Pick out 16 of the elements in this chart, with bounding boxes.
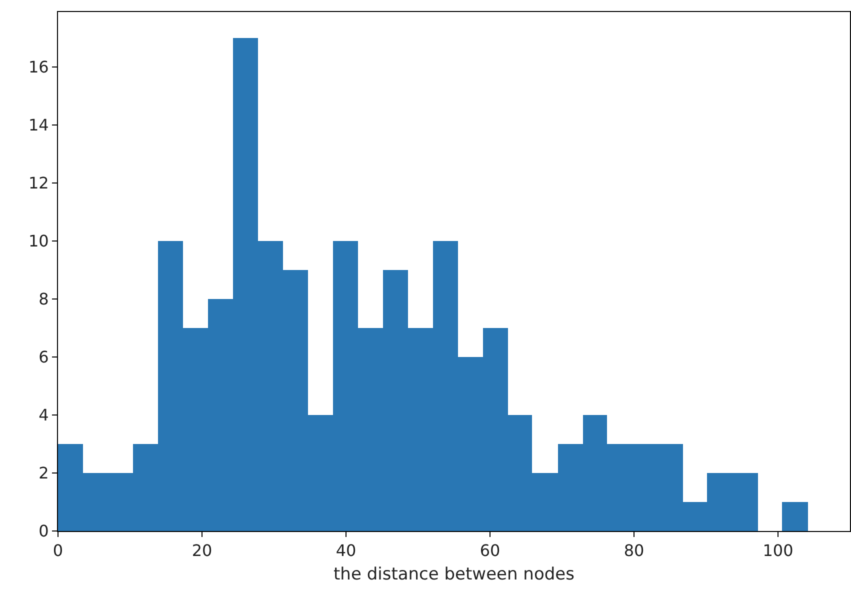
y-tick-label: 10 (28, 232, 49, 251)
y-tick-label: 12 (28, 174, 49, 193)
y-tick-label: 0 (38, 522, 49, 541)
x-tick-label: 0 (52, 541, 64, 560)
x-tick-label: 80 (624, 541, 644, 560)
x-axis-title: the distance between nodes (334, 564, 575, 585)
y-tick-label: 2 (38, 464, 49, 483)
x-tick-label: 60 (480, 541, 500, 560)
y-tick-label: 4 (38, 406, 49, 425)
y-tick-label: 8 (38, 290, 49, 309)
y-tick-label: 16 (28, 58, 49, 77)
y-tick-label: 6 (38, 348, 49, 367)
x-tick-label: 100 (762, 541, 794, 560)
x-tick-label: 40 (336, 541, 356, 560)
y-tick-label: 14 (28, 116, 49, 135)
x-tick-label: 20 (192, 541, 212, 560)
